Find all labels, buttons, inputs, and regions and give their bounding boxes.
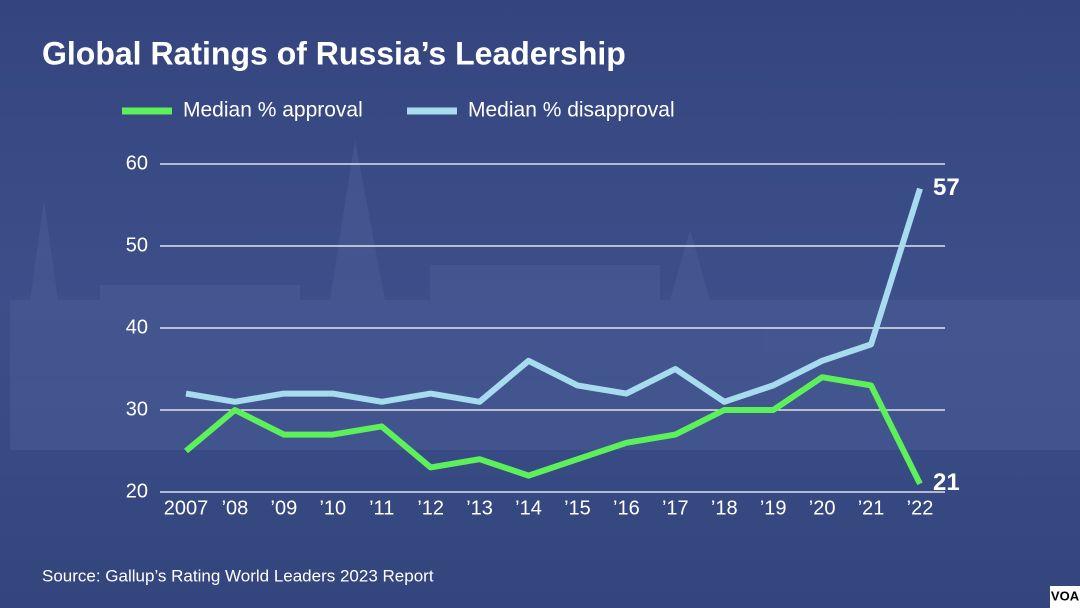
y-tick-label: 50 [126, 234, 148, 256]
source: Source: Gallup’s Rating World Leaders 20… [42, 566, 434, 585]
x-tick-label: ’21 [858, 497, 885, 519]
x-tick-label: ’15 [564, 497, 591, 519]
legend-label: Median % approval [183, 99, 363, 122]
x-tick-label: ’14 [515, 497, 542, 519]
x-tick-label: ’09 [271, 497, 298, 519]
line-series [185, 187, 923, 405]
x-tick-label: ’12 [417, 497, 444, 519]
line-series [184, 374, 923, 486]
skyline [10, 140, 1080, 450]
x-tick-label: ’20 [809, 497, 836, 519]
y-tick-label: 40 [126, 316, 148, 338]
x-tick-label: ’22 [907, 497, 934, 519]
end-label: 21 [933, 469, 960, 496]
x-tick-label: ’19 [760, 497, 787, 519]
x-tick-label: ’08 [222, 497, 249, 519]
logo-box [1050, 586, 1080, 608]
y-tick-label: 30 [126, 398, 148, 420]
legend-label: Median % disapproval [468, 99, 675, 122]
x-tick-label: ’17 [662, 497, 689, 519]
chart-title: Global Ratings of Russia’s Leadership [42, 35, 626, 71]
y-tick-label: 20 [126, 480, 148, 502]
y-tick-label: 60 [126, 152, 148, 174]
end-label: 57 [933, 174, 960, 201]
x-tick-label: 2007 [164, 497, 209, 519]
logo: VOA [1051, 588, 1080, 603]
x-tick-label: ’16 [613, 497, 640, 519]
x-tick-label: ’18 [711, 497, 738, 519]
x-tick-label: ’13 [466, 497, 493, 519]
x-tick-label: ’10 [319, 497, 346, 519]
x-tick-label: ’11 [369, 497, 394, 519]
